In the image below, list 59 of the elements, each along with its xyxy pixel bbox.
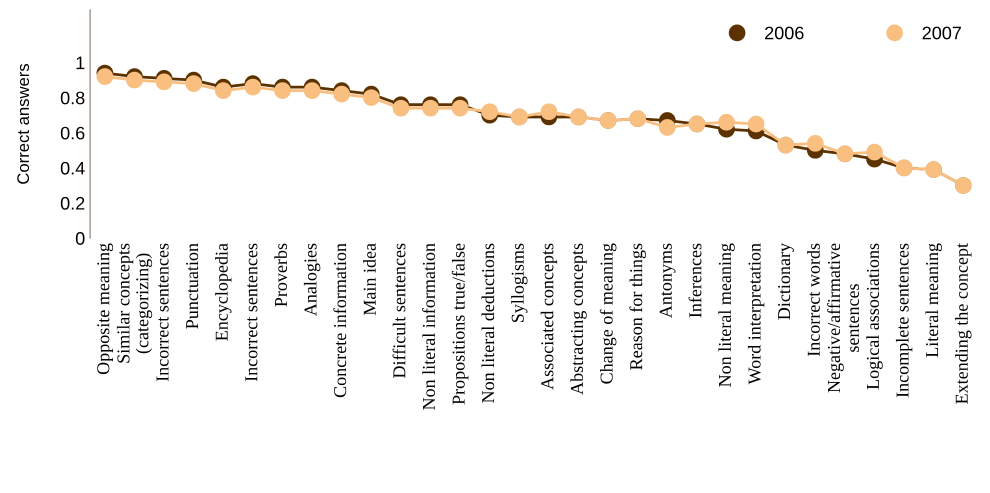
x-tick-label: Difficult sentences	[392, 244, 406, 378]
legend-label: 2006	[765, 26, 804, 40]
x-tick-label: Negative/affirmative sentences	[827, 244, 859, 393]
x-tick-label: Associated concepts	[540, 244, 558, 390]
x-tick-label: Change of meaning	[600, 243, 616, 384]
legend-label: 2007	[922, 26, 961, 40]
x-tick-label: Logical associations	[866, 244, 883, 390]
x-tick-label: Incorrect sentences	[156, 244, 169, 382]
x-tick-label: Propositions true/false	[452, 244, 468, 404]
point	[214, 82, 232, 99]
point	[274, 82, 291, 99]
x-tick-label: Main idea	[363, 243, 376, 316]
point	[481, 103, 498, 120]
x-tick-label: Abstracting concepts	[570, 244, 587, 395]
point	[126, 72, 143, 88]
point	[718, 114, 735, 131]
x-tick-label: Antonyms	[660, 244, 676, 318]
x-tick-label: Punctuation	[186, 243, 198, 329]
x-tick-label: Reason for things	[629, 244, 646, 370]
x-tick-label: Similar concepts (categorizing)	[116, 244, 152, 363]
y-axis-title: Correct answers	[17, 64, 30, 184]
point	[658, 119, 676, 136]
x-tick-label: Non literal meaning	[718, 243, 735, 387]
x-tick-label: Incorrect words	[807, 244, 820, 356]
x-tick-label: Extending the concept	[955, 243, 972, 404]
y-tick-label: 0.8	[60, 92, 84, 104]
x-tick-label: Inferences	[688, 244, 702, 318]
point	[185, 75, 202, 92]
x-tick-label: Non literal information	[422, 243, 436, 410]
y-tick-label: 1	[76, 56, 84, 70]
point	[362, 89, 380, 106]
point	[96, 68, 114, 85]
point	[156, 74, 172, 90]
point	[866, 144, 883, 160]
x-tick-label: Non literal deductions	[482, 244, 494, 403]
point	[422, 100, 439, 117]
point	[333, 86, 350, 102]
point	[806, 134, 824, 152]
y-tick-label: 0	[76, 232, 85, 245]
point	[452, 100, 468, 117]
x-tick-label: Word interpretation	[748, 243, 764, 384]
point	[392, 100, 410, 117]
x-tick-label: Opposite meaning	[97, 243, 114, 374]
x-tick-label: Incomplete sentences	[896, 244, 912, 398]
point	[748, 116, 764, 132]
x-tick-label: Proverbs	[274, 244, 288, 307]
x-tick-label: Incorrect sentences	[245, 244, 258, 382]
x-tick-label: Dictionary	[778, 243, 794, 320]
point	[540, 103, 558, 120]
x-tick-label: Literal meaning	[926, 243, 942, 358]
point	[304, 82, 320, 99]
x-tick-label: Concrete information	[333, 243, 346, 398]
y-tick-label: 0.4	[60, 162, 85, 175]
x-tick-label: Encyclopedia	[215, 243, 232, 341]
x-tick-label: Analogies	[304, 244, 320, 316]
x-tick-label: Syllogisms	[511, 244, 528, 322]
y-tick-label: 0.6	[60, 126, 84, 140]
y-tick-label: 0.2	[60, 196, 84, 210]
point	[244, 78, 262, 96]
